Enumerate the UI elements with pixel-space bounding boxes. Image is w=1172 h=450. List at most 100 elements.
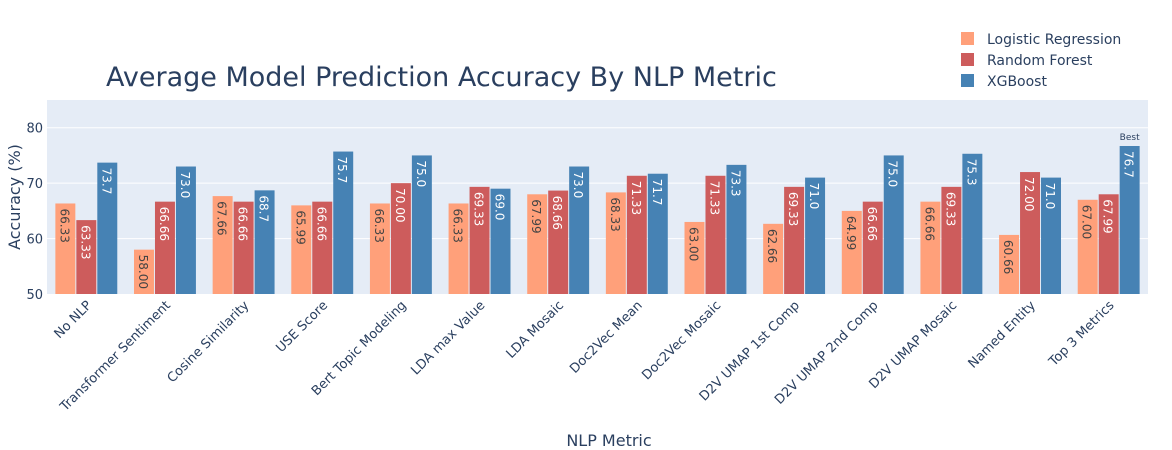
bar-value-label: 66.66 [236, 207, 250, 241]
bar [233, 201, 254, 294]
bar [726, 164, 747, 294]
y-tick-label: 70 [26, 177, 43, 192]
bar [411, 155, 432, 294]
bar [490, 188, 511, 294]
bar-value-label: 65.99 [293, 210, 307, 244]
bar-value-label: 66.66 [314, 207, 328, 241]
bar-value-label: 66.33 [451, 208, 465, 242]
bar [212, 196, 233, 294]
bar [1077, 199, 1098, 294]
bar-value-label: 67.99 [1101, 199, 1115, 233]
bar [1041, 177, 1061, 294]
bar-value-label: 76.7 [1122, 151, 1136, 178]
y-tick-label: 80 [26, 122, 43, 137]
bar [941, 186, 962, 294]
bar-value-label: 68.33 [608, 197, 622, 231]
bar-value-label: 66.33 [57, 208, 71, 242]
bar [291, 205, 312, 294]
legend-swatch [961, 32, 974, 45]
x-tick-label: USE Score [273, 298, 331, 356]
bar [312, 201, 333, 294]
y-tick-label: 60 [26, 233, 43, 248]
bar-value-label: 66.66 [922, 207, 936, 241]
bar-value-label: 62.66 [765, 229, 779, 263]
bar-value-label: 67.99 [529, 199, 543, 233]
bar-value-label: 66.66 [157, 207, 171, 241]
bar-value-label: 69.33 [786, 192, 800, 226]
bar-value-label: 63.00 [686, 227, 700, 261]
bar-value-label: 69.0 [493, 194, 507, 221]
bar-value-label: 69.33 [472, 192, 486, 226]
bar [254, 190, 275, 294]
bar-value-label: 71.33 [629, 181, 643, 215]
legend: Logistic Regression Random Forest XGBoost [961, 32, 1121, 90]
bar [763, 223, 784, 294]
annotations: Best [1120, 133, 1140, 143]
bar [469, 186, 490, 294]
x-tick-label: D2V UMAP Mosaic [866, 298, 960, 392]
bar-value-label: 73.0 [178, 172, 192, 199]
bar-value-label: 64.99 [844, 216, 858, 250]
legend-label: XGBoost [987, 74, 1047, 90]
bar [962, 153, 983, 294]
x-tick-label: LDA max Value [408, 298, 488, 378]
bar [97, 162, 118, 294]
bar-value-label: 71.7 [650, 179, 664, 206]
annotation-label: Best [1120, 133, 1140, 143]
bar [448, 203, 469, 294]
bar [705, 175, 726, 294]
bar-value-label: 67.00 [1080, 205, 1094, 239]
bar [784, 186, 805, 294]
bar-value-label: 75.3 [964, 159, 978, 186]
bar [55, 203, 76, 294]
bar [76, 220, 97, 294]
bar [999, 234, 1020, 294]
bar [390, 183, 411, 294]
bar-value-label: 73.7 [99, 168, 113, 195]
bar [626, 175, 647, 294]
bar-value-label: 73.0 [571, 172, 585, 199]
bar-value-label: 68.7 [257, 195, 271, 222]
bar [333, 151, 354, 294]
x-tick-label: Cosine Similarity [165, 298, 253, 386]
x-tick-label: No NLP [52, 298, 96, 342]
bar [134, 249, 154, 294]
bar-value-label: 70.00 [393, 188, 407, 222]
bar-value-label: 72.00 [1022, 177, 1036, 211]
bar [605, 192, 626, 294]
legend-swatch [961, 53, 974, 66]
bar-value-label: 63.33 [78, 225, 92, 259]
bar [862, 201, 883, 294]
y-tick-label: 50 [26, 288, 43, 303]
bar [154, 201, 175, 294]
bar [647, 173, 668, 294]
bar [369, 203, 390, 294]
chart-title: Average Model Prediction Accuracy By NLP… [106, 62, 777, 93]
bar [1020, 172, 1041, 294]
legend-label: Random Forest [987, 53, 1093, 69]
x-tick-label: LDA Mosaic [504, 298, 567, 361]
x-tick-label: Doc2Vec Mosaic [639, 298, 724, 383]
plot-area [47, 100, 1148, 294]
bar-labels: 66.33 63.33 73.7 58.00 66.66 73.0 67.66 66.66 68… [57, 151, 1135, 289]
bar-value-label: 60.66 [1001, 240, 1015, 274]
bar [841, 210, 862, 294]
x-tick-label: Top 3 Metrics [1046, 298, 1118, 370]
bar-value-label: 68.66 [550, 196, 564, 230]
bar-value-label: 66.66 [865, 207, 879, 241]
bar-value-label: 71.0 [1043, 183, 1057, 210]
bar [548, 190, 569, 294]
bar [1098, 194, 1119, 294]
x-tick-label: Doc2Vec Mean [567, 298, 645, 376]
legend-label: Logistic Regression [987, 32, 1121, 48]
bar [175, 166, 196, 294]
bar [569, 166, 590, 294]
bar [684, 221, 705, 294]
bar-value-label: 75.0 [414, 160, 428, 187]
bar-value-label: 73.3 [728, 170, 742, 197]
y-axis-ticks: 50 60 70 80 [26, 122, 43, 303]
bar-value-label: 75.7 [335, 157, 349, 184]
bar-value-label: 58.00 [136, 255, 150, 289]
bar [883, 155, 904, 294]
